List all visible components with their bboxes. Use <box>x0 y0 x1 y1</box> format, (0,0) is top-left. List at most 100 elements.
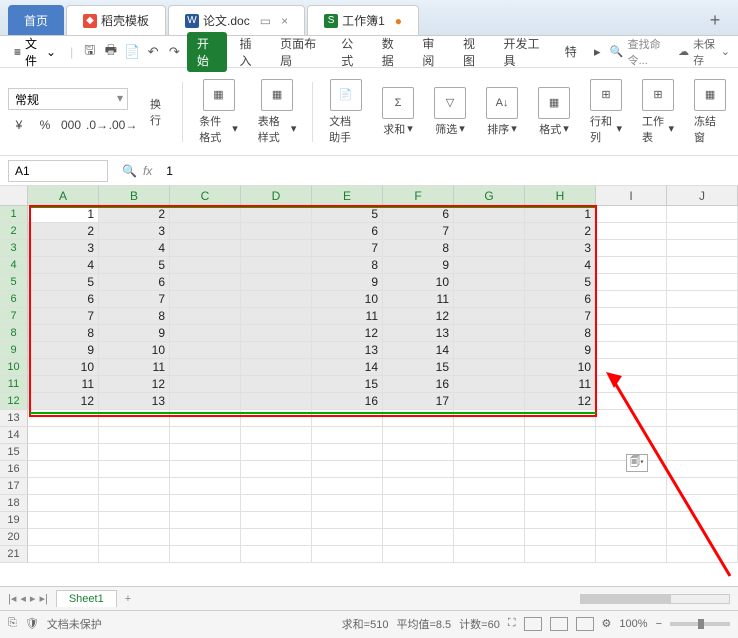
sort-button[interactable]: A↓ 排序 ▾ <box>482 87 522 137</box>
freeze-button[interactable]: ▦ 冻结窗 <box>690 79 730 145</box>
column-header[interactable]: F <box>383 186 454 205</box>
view-normal-button[interactable] <box>524 617 542 631</box>
cell[interactable] <box>28 410 99 427</box>
row-header[interactable]: 4 <box>0 257 28 274</box>
cell[interactable]: 5 <box>99 257 170 274</box>
cell[interactable] <box>99 478 170 495</box>
cell[interactable]: 5 <box>525 274 596 291</box>
rowcol-button[interactable]: ⊞ 行和列 ▾ <box>586 79 626 145</box>
cell[interactable] <box>525 478 596 495</box>
menu-view[interactable]: 视图 <box>455 33 492 71</box>
cell[interactable]: 7 <box>383 223 454 240</box>
cell[interactable] <box>99 410 170 427</box>
cell[interactable] <box>241 223 312 240</box>
cell[interactable] <box>312 478 383 495</box>
cell[interactable] <box>667 359 738 376</box>
cell[interactable] <box>454 546 525 563</box>
cell[interactable] <box>170 376 241 393</box>
table-style-button[interactable]: ▦ 表格样式 ▾ <box>254 79 301 145</box>
cell[interactable]: 9 <box>28 342 99 359</box>
cell[interactable]: 12 <box>525 393 596 410</box>
fx-label[interactable]: fx <box>143 164 152 178</box>
cell[interactable] <box>170 478 241 495</box>
cell[interactable] <box>312 512 383 529</box>
percent-button[interactable]: % <box>34 114 56 136</box>
cell[interactable] <box>241 240 312 257</box>
column-header[interactable]: E <box>312 186 383 205</box>
cell[interactable] <box>525 461 596 478</box>
cell[interactable] <box>454 291 525 308</box>
cell[interactable] <box>28 529 99 546</box>
cell[interactable] <box>596 325 667 342</box>
cell[interactable]: 12 <box>99 376 170 393</box>
cell[interactable] <box>525 512 596 529</box>
save-status[interactable]: ☁ 未保存 ⌄ <box>678 36 730 68</box>
cell[interactable] <box>241 393 312 410</box>
tab-home[interactable]: 首页 <box>8 5 64 35</box>
cell[interactable]: 11 <box>525 376 596 393</box>
row-header[interactable]: 10 <box>0 359 28 376</box>
cell[interactable]: 2 <box>28 223 99 240</box>
cell[interactable] <box>383 410 454 427</box>
cell[interactable] <box>667 410 738 427</box>
cell[interactable] <box>170 393 241 410</box>
worksheet-button[interactable]: ⊞ 工作表 ▾ <box>638 79 678 145</box>
column-header[interactable]: H <box>525 186 596 205</box>
row-header[interactable]: 12 <box>0 393 28 410</box>
cell[interactable] <box>170 257 241 274</box>
cell[interactable] <box>170 291 241 308</box>
cell[interactable] <box>170 444 241 461</box>
cell[interactable] <box>241 325 312 342</box>
cell[interactable]: 14 <box>383 342 454 359</box>
cell[interactable]: 3 <box>99 223 170 240</box>
cell[interactable] <box>667 325 738 342</box>
cell[interactable] <box>312 529 383 546</box>
cell[interactable] <box>454 512 525 529</box>
cell[interactable] <box>99 546 170 563</box>
cell[interactable]: 15 <box>312 376 383 393</box>
cell[interactable]: 10 <box>383 274 454 291</box>
add-sheet-button[interactable]: + <box>117 591 139 607</box>
cell[interactable]: 6 <box>28 291 99 308</box>
cell[interactable]: 14 <box>312 359 383 376</box>
cell[interactable]: 12 <box>312 325 383 342</box>
cell[interactable] <box>667 223 738 240</box>
cell[interactable] <box>454 461 525 478</box>
row-header[interactable]: 7 <box>0 308 28 325</box>
cell[interactable] <box>99 512 170 529</box>
cell[interactable] <box>241 257 312 274</box>
cell[interactable] <box>170 274 241 291</box>
cell[interactable]: 11 <box>28 376 99 393</box>
cell[interactable] <box>667 291 738 308</box>
cell[interactable]: 12 <box>383 308 454 325</box>
cell[interactable]: 8 <box>312 257 383 274</box>
qat-redo-icon[interactable]: ↷ <box>166 42 183 62</box>
row-header[interactable]: 16 <box>0 461 28 478</box>
cell[interactable]: 3 <box>525 240 596 257</box>
zoom-slider[interactable] <box>670 622 730 626</box>
sum-button[interactable]: Σ 求和 ▾ <box>378 87 418 137</box>
row-header[interactable]: 14 <box>0 427 28 444</box>
view-page-button[interactable] <box>550 617 568 631</box>
cell[interactable]: 4 <box>99 240 170 257</box>
cell[interactable] <box>667 206 738 223</box>
cell[interactable] <box>170 223 241 240</box>
spreadsheet-grid[interactable]: ABCDEFGHIJ 11256122367233478344589455691… <box>0 186 738 586</box>
cell[interactable]: 8 <box>99 308 170 325</box>
cell[interactable] <box>596 410 667 427</box>
sheet-nav-last[interactable]: ▸| <box>39 592 47 605</box>
cell[interactable] <box>383 461 454 478</box>
cell[interactable]: 8 <box>383 240 454 257</box>
cell[interactable] <box>596 291 667 308</box>
cell[interactable] <box>454 274 525 291</box>
cell[interactable] <box>28 546 99 563</box>
row-header[interactable]: 5 <box>0 274 28 291</box>
menu-formula[interactable]: 公式 <box>333 33 370 71</box>
cell[interactable]: 4 <box>525 257 596 274</box>
cell[interactable] <box>596 546 667 563</box>
row-header[interactable]: 9 <box>0 342 28 359</box>
cell[interactable] <box>99 444 170 461</box>
row-header[interactable]: 13 <box>0 410 28 427</box>
cell[interactable] <box>596 308 667 325</box>
scrollbar-thumb[interactable] <box>581 595 671 603</box>
